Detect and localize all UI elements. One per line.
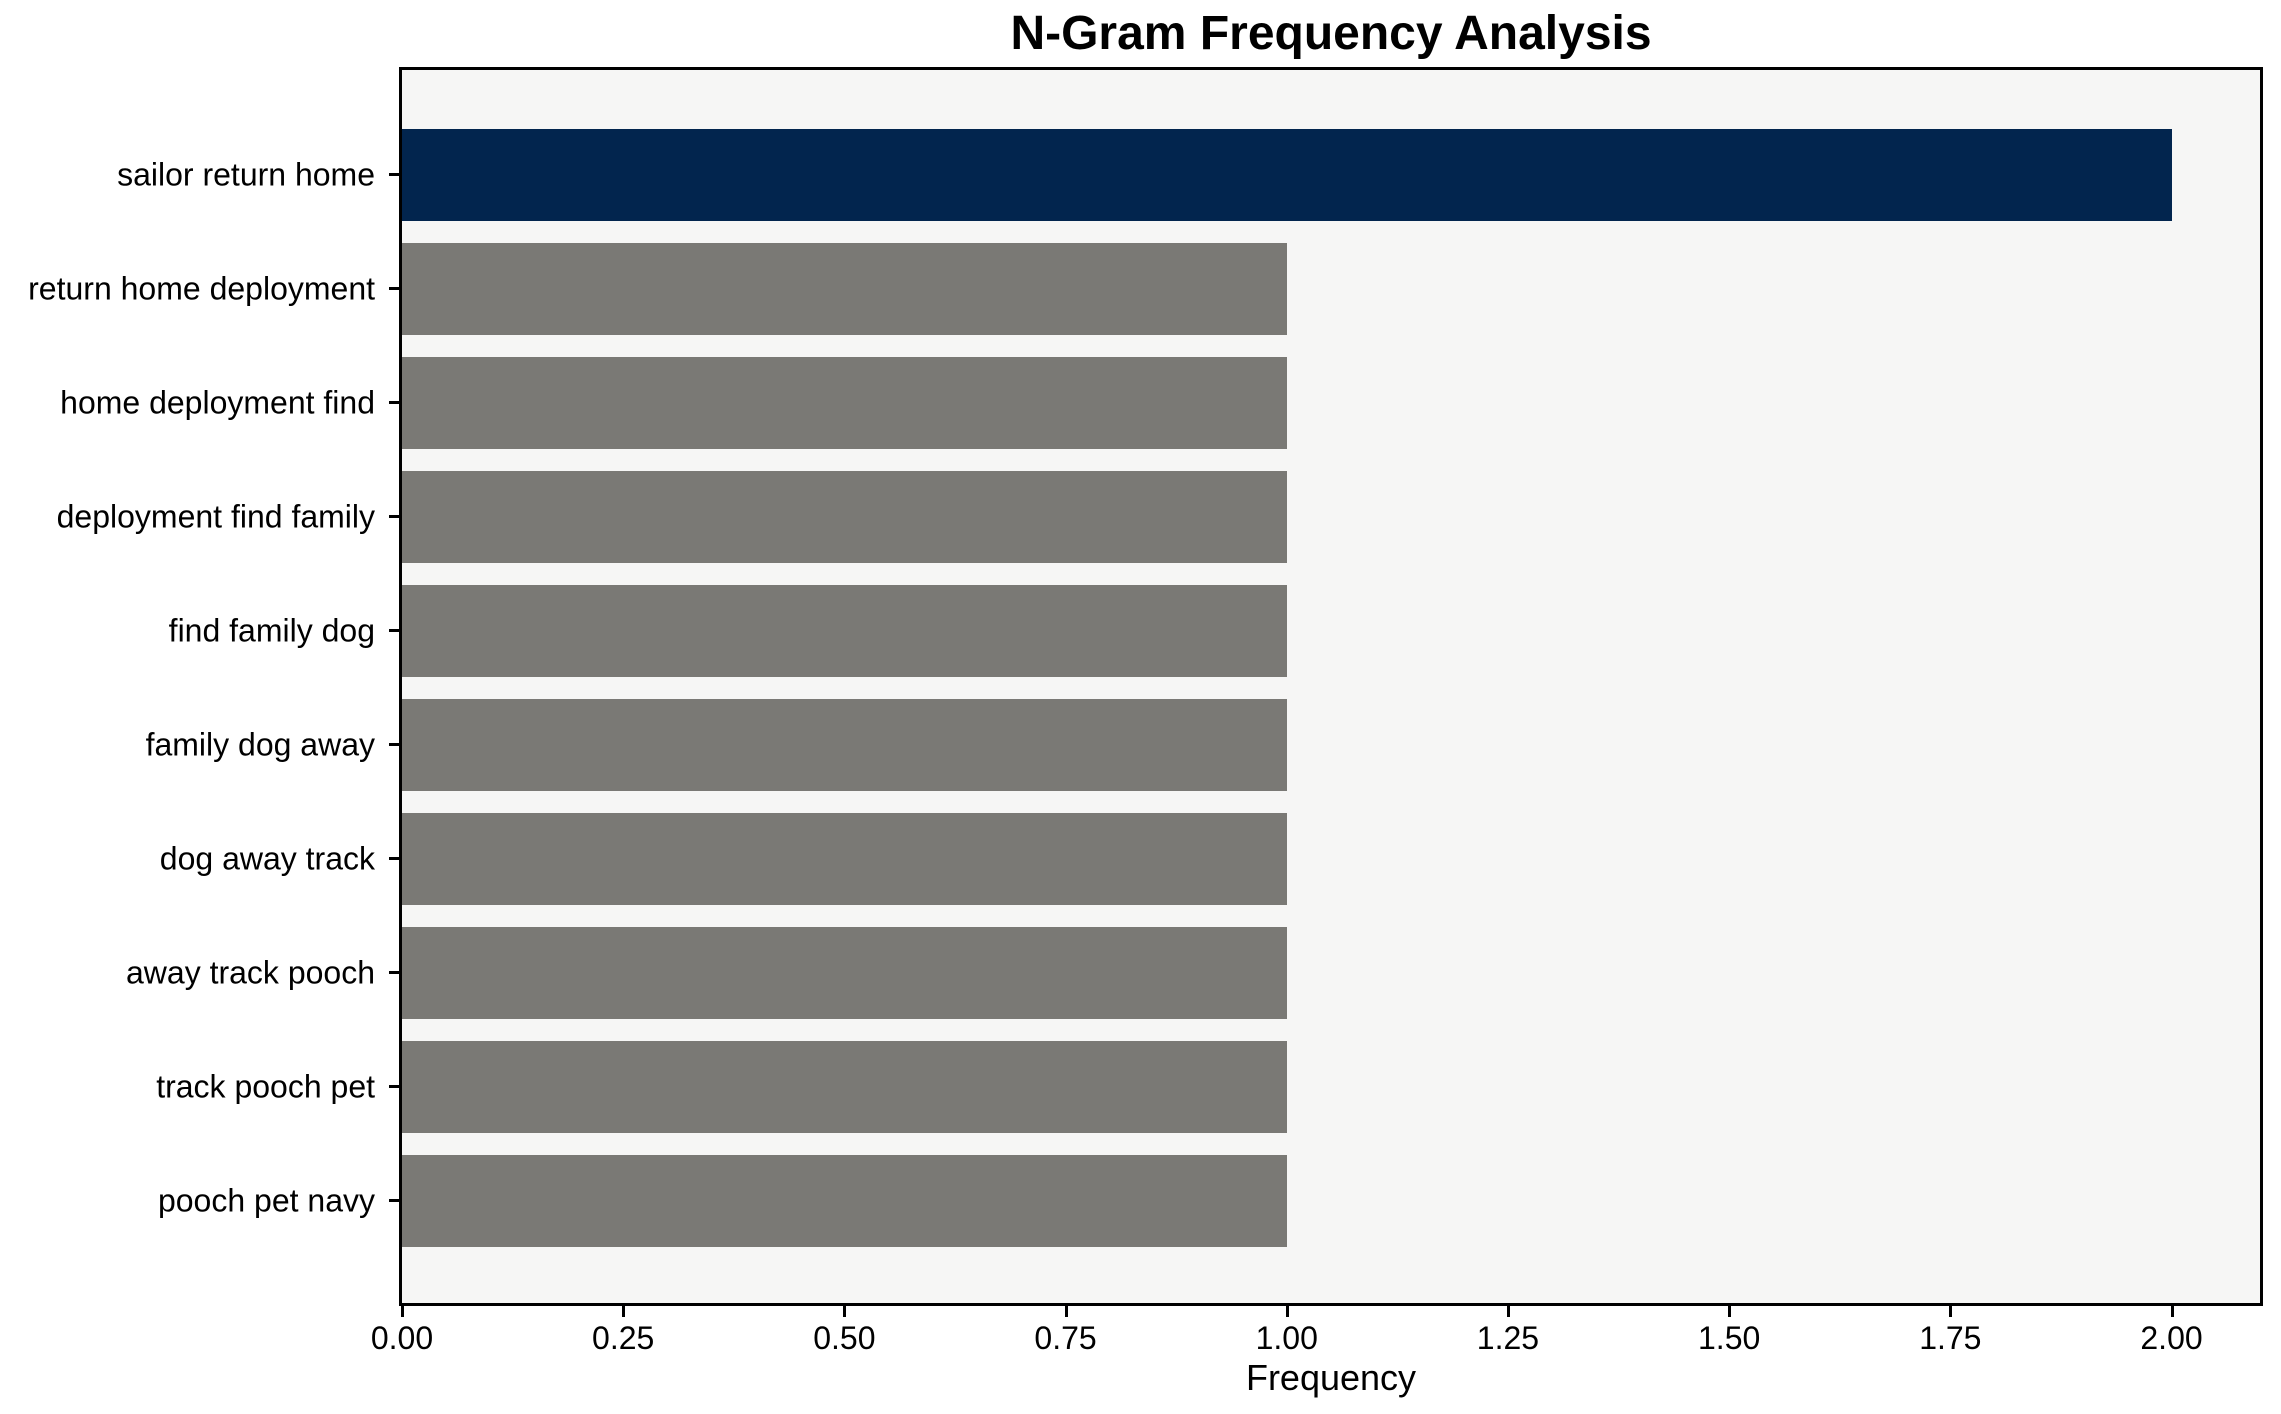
x-tick-mark bbox=[2170, 1306, 2174, 1317]
y-tick-mark bbox=[389, 287, 399, 290]
x-tick-mark bbox=[622, 1306, 626, 1317]
y-tick-label: dog away track bbox=[159, 840, 375, 877]
y-tick-label: family dog away bbox=[145, 726, 375, 763]
bar bbox=[402, 585, 1287, 677]
bar-row: pooch pet navy bbox=[158, 1144, 2260, 1258]
y-tick-label: deployment find family bbox=[56, 498, 375, 535]
x-tick-label: 1.75 bbox=[1919, 1320, 1982, 1356]
y-tick-mark bbox=[389, 173, 399, 176]
x-axis-label: Frequency bbox=[1245, 1357, 1417, 1398]
y-tick-mark bbox=[389, 971, 399, 974]
bar-row: home deployment find bbox=[60, 346, 2260, 460]
bar bbox=[402, 927, 1287, 1019]
bar-row: away track pooch bbox=[126, 916, 2260, 1030]
x-tick-mark bbox=[1506, 1306, 1510, 1317]
x-tick-mark bbox=[1949, 1306, 1953, 1317]
bar bbox=[402, 1041, 1287, 1133]
bar-row: sailor return home bbox=[117, 118, 2260, 232]
y-tick-label: away track pooch bbox=[125, 954, 375, 991]
x-tick-mark bbox=[843, 1306, 847, 1317]
bar bbox=[402, 813, 1287, 905]
y-tick-mark bbox=[389, 857, 399, 860]
x-tick-label: 0.50 bbox=[813, 1320, 876, 1356]
x-tick-label: 0.00 bbox=[370, 1320, 434, 1356]
y-tick-mark bbox=[389, 1085, 399, 1088]
bar bbox=[402, 471, 1287, 563]
chart-title: N-Gram Frequency Analysis bbox=[1010, 7, 1652, 60]
y-tick-label: return home deployment bbox=[28, 270, 375, 307]
y-tick-label: pooch pet navy bbox=[157, 1182, 375, 1219]
bar-row: deployment find family bbox=[57, 460, 2260, 574]
y-tick-label: home deployment find bbox=[60, 384, 375, 421]
y-tick-label: sailor return home bbox=[117, 156, 375, 193]
y-tick-mark bbox=[389, 1199, 399, 1202]
x-tick-mark bbox=[1064, 1306, 1068, 1317]
x-tick-mark bbox=[401, 1306, 404, 1317]
bar-row: dog away track bbox=[160, 802, 2260, 916]
plot-area: Frequency sailor return home return home … bbox=[28, 67, 2263, 1398]
x-tick-label: 1.00 bbox=[1255, 1320, 1318, 1356]
bar bbox=[402, 699, 1287, 791]
y-tick-mark bbox=[389, 629, 399, 632]
x-tick-label: 2.00 bbox=[2140, 1320, 2203, 1356]
x-tick-label: 0.75 bbox=[1034, 1320, 1097, 1356]
bar-row: track pooch pet bbox=[156, 1030, 2260, 1144]
bar bbox=[402, 129, 2172, 221]
bar bbox=[402, 1155, 1287, 1247]
x-tick-label: 1.25 bbox=[1476, 1320, 1540, 1356]
x-tick-label: 0.25 bbox=[592, 1320, 655, 1356]
y-tick-mark bbox=[389, 743, 399, 746]
y-tick-mark bbox=[389, 401, 399, 404]
x-tick-mark bbox=[1728, 1306, 1732, 1317]
bar-row: find family dog bbox=[169, 574, 2260, 688]
bar-row: family dog away bbox=[146, 688, 2260, 802]
bar bbox=[402, 243, 1287, 335]
y-tick-label: track pooch pet bbox=[156, 1068, 375, 1105]
x-tick-mark bbox=[1285, 1306, 1289, 1317]
bar bbox=[402, 357, 1287, 449]
bar-row: return home deployment bbox=[28, 232, 2260, 346]
y-tick-label: find family dog bbox=[168, 612, 375, 649]
y-tick-mark bbox=[389, 515, 399, 518]
x-tick-label: 1.50 bbox=[1698, 1320, 1761, 1356]
